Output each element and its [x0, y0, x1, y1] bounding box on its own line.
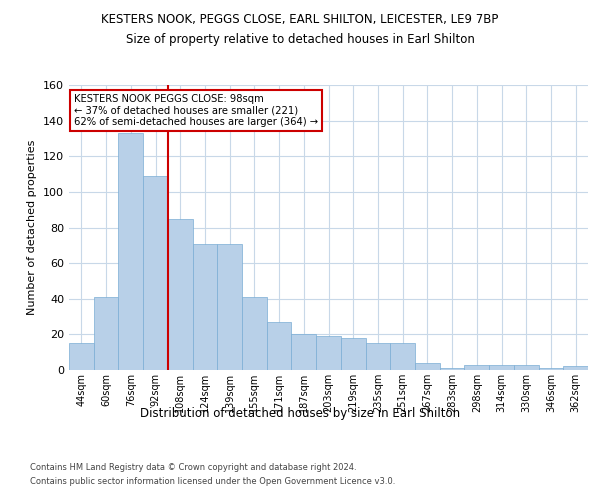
Bar [514, 364, 539, 370]
Text: Distribution of detached houses by size in Earl Shilton: Distribution of detached houses by size … [140, 408, 460, 420]
Bar [168, 218, 193, 370]
Bar [94, 297, 118, 370]
Bar [365, 344, 390, 370]
Text: KESTERS NOOK, PEGGS CLOSE, EARL SHILTON, LEICESTER, LE9 7BP: KESTERS NOOK, PEGGS CLOSE, EARL SHILTON,… [101, 12, 499, 26]
Bar [415, 363, 440, 370]
Text: KESTERS NOOK PEGGS CLOSE: 98sqm
← 37% of detached houses are smaller (221)
62% o: KESTERS NOOK PEGGS CLOSE: 98sqm ← 37% of… [74, 94, 319, 126]
Bar [118, 133, 143, 370]
Text: Size of property relative to detached houses in Earl Shilton: Size of property relative to detached ho… [125, 32, 475, 46]
Bar [217, 244, 242, 370]
Bar [193, 244, 217, 370]
Bar [69, 344, 94, 370]
Bar [143, 176, 168, 370]
Bar [390, 344, 415, 370]
Bar [267, 322, 292, 370]
Text: Contains public sector information licensed under the Open Government Licence v3: Contains public sector information licen… [30, 478, 395, 486]
Text: Contains HM Land Registry data © Crown copyright and database right 2024.: Contains HM Land Registry data © Crown c… [30, 462, 356, 471]
Bar [242, 297, 267, 370]
Bar [292, 334, 316, 370]
Bar [539, 368, 563, 370]
Bar [341, 338, 365, 370]
Y-axis label: Number of detached properties: Number of detached properties [28, 140, 37, 315]
Bar [489, 364, 514, 370]
Bar [464, 364, 489, 370]
Bar [563, 366, 588, 370]
Bar [440, 368, 464, 370]
Bar [316, 336, 341, 370]
